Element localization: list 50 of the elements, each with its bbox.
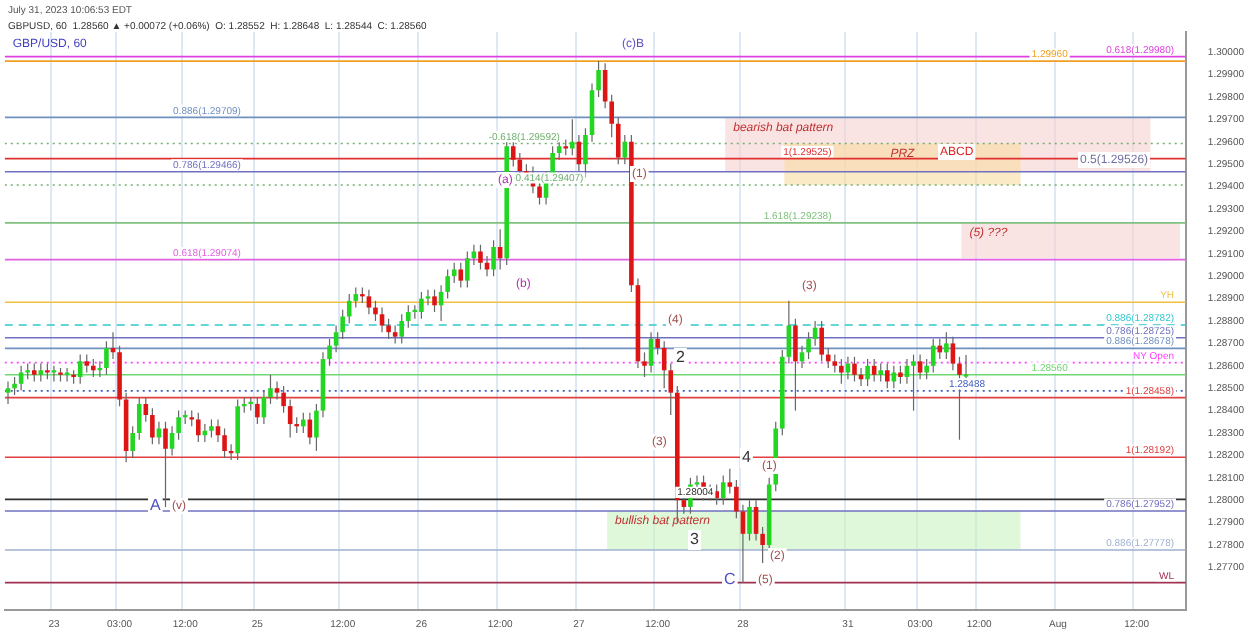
- candlestick: [399, 313, 405, 344]
- candlestick: [136, 396, 142, 441]
- candlestick: [419, 291, 424, 320]
- candlestick: [839, 358, 844, 385]
- candlestick: [911, 354, 916, 412]
- candlestick: [451, 262, 457, 284]
- candlestick: [104, 340, 109, 376]
- candlestick: [924, 358, 929, 380]
- candlestick: [950, 336, 956, 371]
- candlestick: [346, 293, 352, 324]
- candlestick: [720, 474, 726, 506]
- candlestick: [825, 347, 831, 369]
- candlestick: [458, 262, 464, 288]
- candlestick: [819, 320, 824, 362]
- candlestick: [51, 365, 57, 383]
- candlestick: [655, 331, 660, 356]
- candlestick: [570, 118, 575, 156]
- candlestick: [865, 358, 870, 387]
- candlestick: [917, 354, 923, 380]
- candlestick: [366, 289, 372, 315]
- candlestick: [465, 250, 470, 288]
- candlestick: [274, 380, 280, 401]
- candlestick: [432, 289, 437, 313]
- candlestick: [255, 396, 260, 425]
- candlestick: [615, 116, 621, 165]
- candlestick: [884, 362, 890, 389]
- candlestick: [405, 304, 411, 329]
- candlestick: [425, 289, 431, 306]
- candlestick: [196, 412, 201, 443]
- candlestick: [930, 338, 936, 374]
- candlestick: [150, 407, 155, 445]
- candlestick: [301, 412, 306, 434]
- candlestick: [510, 138, 516, 168]
- candlestick: [852, 356, 857, 383]
- annotation: 4: [742, 448, 752, 467]
- annotation: A: [150, 496, 162, 515]
- candlestick: [281, 385, 286, 414]
- candlestick: [222, 427, 227, 459]
- annotation: 2: [676, 348, 686, 367]
- candlestick: [163, 421, 168, 508]
- candlestick: [5, 380, 11, 405]
- candlestick: [727, 468, 733, 495]
- candlestick: [937, 338, 943, 360]
- candlestick: [478, 244, 483, 271]
- candlestick: [130, 425, 135, 459]
- annotation: C: [724, 570, 736, 589]
- candlestick: [944, 331, 949, 360]
- candlestick: [235, 398, 240, 461]
- annotation: 3: [690, 530, 700, 549]
- candlestick: [333, 324, 339, 353]
